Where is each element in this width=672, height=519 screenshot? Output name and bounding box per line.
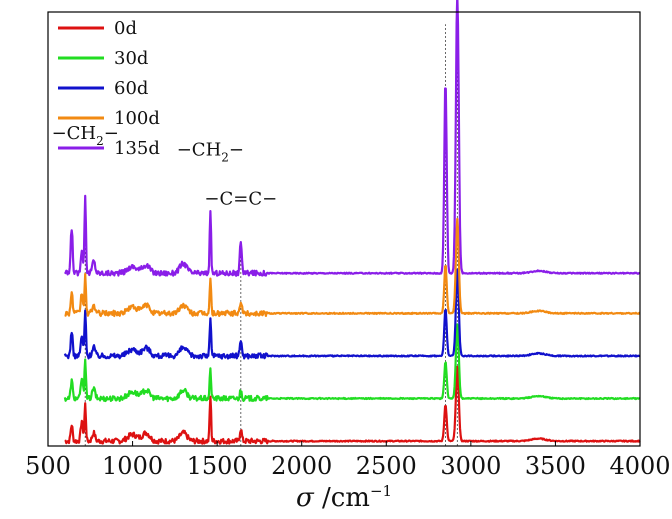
legend-label-30d: 30d (114, 48, 148, 69)
legend-label-0d: 0d (114, 18, 137, 39)
x-tick-label: 1000 (102, 452, 163, 480)
series-line-60d (63, 268, 641, 360)
plot-frame (47, 11, 641, 447)
x-tick-label: 4000 (609, 452, 670, 480)
peak-annotation-0: −CH2− (52, 123, 119, 148)
peak-annotations: −CH2−−CH2−−C=C−−CH2− (52, 123, 278, 210)
x-tick-label: 1500 (187, 452, 248, 480)
x-tick-label: 2500 (356, 452, 417, 480)
x-tick-label: 500 (25, 452, 71, 480)
series-line-0d (64, 365, 641, 445)
legend-label-100d: 100d (114, 108, 160, 129)
x-axis-ticks: 500 1000 1500 2000 2500 3000 3500 4000 (25, 441, 671, 480)
series-line-30d (63, 323, 641, 403)
peak-annotation-2: −C=C− (204, 188, 277, 209)
x-tick-label: 2000 (271, 452, 332, 480)
legend: 0d 30d 60d 100d 135d (58, 18, 160, 159)
series-line-100d (64, 217, 641, 318)
x-tick-label: 3000 (440, 452, 501, 480)
series-line-135d (63, 0, 641, 277)
peak-annotation-1: −CH2− (177, 139, 244, 164)
reference-lines (84, 0, 458, 446)
x-tick-label: 3500 (525, 452, 586, 480)
x-axis-title: σ /cm−1 (296, 482, 392, 513)
spectra-lines (63, 0, 641, 445)
legend-label-60d: 60d (114, 78, 148, 99)
legend-label-135d: 135d (114, 138, 160, 159)
